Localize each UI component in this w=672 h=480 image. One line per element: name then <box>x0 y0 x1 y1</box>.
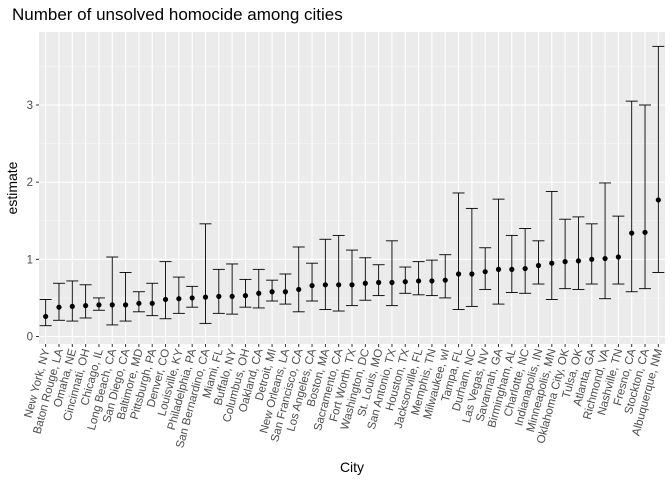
estimate-point <box>549 260 555 266</box>
errorbar <box>39 299 52 327</box>
errorbar <box>612 215 625 285</box>
y-axis: 0 1 2 3 <box>27 100 39 344</box>
estimate-point <box>43 313 49 320</box>
estimate-point <box>415 278 422 284</box>
errorbar <box>452 192 465 310</box>
y-tick-label: 0 <box>27 332 33 344</box>
errorbar <box>159 261 172 320</box>
points <box>43 197 661 320</box>
estimate-point <box>655 197 661 203</box>
estimate-point <box>109 302 115 308</box>
errorbar <box>479 247 492 290</box>
chart-title: Number of unsolved homocide among cities <box>12 5 343 24</box>
estimate-point <box>562 259 568 265</box>
errorbar <box>652 45 665 273</box>
estimate-point <box>242 293 249 299</box>
estimate-point <box>56 304 62 310</box>
errorbar <box>585 223 598 285</box>
estimate-point <box>469 271 475 277</box>
estimate-point <box>535 262 542 269</box>
estimate-point <box>376 279 382 286</box>
errorbar <box>52 282 65 321</box>
errorbar <box>505 234 518 293</box>
estimate-point <box>216 293 222 299</box>
errorbar <box>559 218 572 290</box>
estimate-point <box>442 277 448 283</box>
errorbar <box>172 276 185 314</box>
errorbar <box>439 254 452 299</box>
estimate-point <box>176 296 182 302</box>
errorbar <box>226 263 239 315</box>
estimate-point <box>642 229 648 235</box>
estimate-point <box>575 258 582 264</box>
estimate-point <box>229 293 235 299</box>
errorbars <box>39 45 665 327</box>
errorbar <box>279 273 292 305</box>
errorbar <box>519 228 532 294</box>
errorbar <box>385 240 398 307</box>
estimate-point <box>256 290 262 296</box>
estimate-point <box>509 266 515 272</box>
estimate-point <box>322 282 328 288</box>
estimate-point <box>482 269 488 275</box>
errorbar <box>412 261 425 296</box>
errorbar <box>306 262 319 302</box>
errorbar <box>319 238 332 310</box>
estimate-point <box>296 286 302 293</box>
errorbar <box>639 104 652 290</box>
errorbar <box>212 268 225 314</box>
errorbar <box>346 249 358 307</box>
errorbar <box>252 268 265 309</box>
estimate-point <box>495 266 502 272</box>
errorbar <box>79 284 92 319</box>
estimate-point <box>282 289 289 295</box>
errorbar <box>625 100 638 293</box>
y-tick-label: 3 <box>27 100 33 112</box>
estimate-point <box>309 282 315 289</box>
x-axis-title: City <box>340 459 364 475</box>
errorbar <box>572 216 585 290</box>
estimate-point <box>349 282 355 288</box>
y-tick-label: 2 <box>27 177 33 189</box>
errorbar <box>199 223 212 324</box>
estimate-point <box>69 303 75 310</box>
estimate-point <box>589 256 595 262</box>
estimate-point <box>83 303 89 309</box>
errorbar <box>66 280 79 322</box>
errorbar <box>119 272 132 322</box>
estimate-point <box>455 271 462 277</box>
estimate-point <box>429 278 435 284</box>
errorbar <box>532 240 545 285</box>
estimate-point <box>122 302 129 308</box>
errorbar <box>292 246 305 313</box>
errorbar <box>425 259 438 297</box>
errorbar <box>545 190 558 300</box>
errorbar <box>359 257 372 301</box>
estimate-point <box>162 296 169 303</box>
estimate-point <box>522 265 528 272</box>
y-axis-title: estimate <box>4 161 20 214</box>
estimate-point <box>602 255 608 262</box>
errorbar <box>332 234 345 312</box>
estimate-point <box>189 295 195 301</box>
errorbar <box>492 198 505 305</box>
estimate-point <box>96 302 102 308</box>
estimate-point <box>336 282 342 288</box>
y-tick-label: 1 <box>27 254 33 266</box>
estimate-point <box>269 289 275 295</box>
estimate-point <box>629 230 635 236</box>
errorbar <box>599 182 612 300</box>
estimate-point <box>149 300 155 306</box>
estimate-point <box>202 294 209 300</box>
estimate-point <box>615 254 621 260</box>
estimate-point <box>362 280 368 286</box>
errorbar <box>465 207 478 307</box>
errorbar <box>146 282 159 317</box>
estimate-point <box>402 279 408 285</box>
estimate-point <box>389 279 395 286</box>
estimate-point <box>136 300 142 306</box>
errorbar <box>106 256 119 326</box>
